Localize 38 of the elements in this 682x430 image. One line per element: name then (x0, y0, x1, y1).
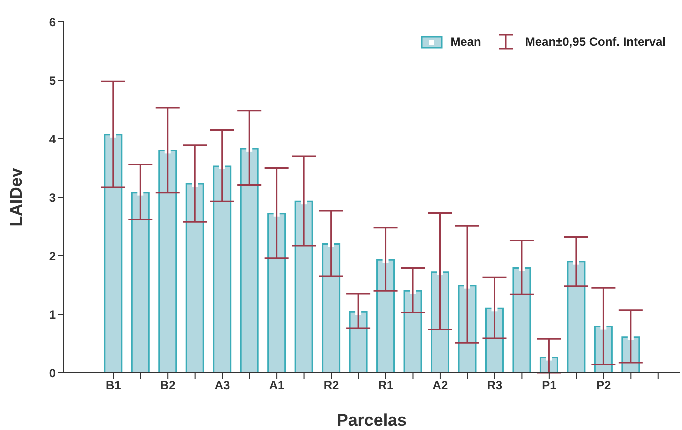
x-tick-label: A1 (269, 378, 286, 393)
x-tick-label: R1 (378, 378, 394, 393)
bar (349, 311, 368, 373)
x-axis-title: Parcelas (337, 411, 407, 430)
bar (131, 192, 150, 373)
x-tick-label: P2 (596, 378, 612, 393)
y-tick-label: 3 (49, 190, 56, 205)
bar (294, 200, 314, 373)
bar (268, 213, 286, 373)
x-tick-label: R3 (487, 378, 503, 393)
annotation: Mean±0,95 Conf. Interval (525, 35, 666, 49)
x-tick-label: B2 (160, 378, 176, 393)
y-axis-title: LAIDev (7, 168, 26, 227)
x-tick-label: A3 (214, 378, 231, 393)
y-tick-label: 1 (49, 308, 56, 322)
legend-label: Mean (450, 35, 482, 49)
bar (376, 259, 396, 373)
bar (567, 261, 586, 373)
y-tick-label: 0 (49, 366, 56, 380)
bar (186, 183, 204, 373)
bar (322, 244, 341, 373)
bar (240, 148, 259, 373)
bar (404, 290, 422, 373)
bar (458, 285, 477, 373)
y-tick-label: 6 (49, 15, 56, 30)
y-tick-label: 2 (49, 249, 56, 264)
y-tick-label: 4 (49, 132, 56, 146)
y-tick-label: 5 (49, 74, 56, 88)
bar (485, 308, 504, 373)
x-tick-label: B1 (106, 378, 122, 393)
bar (158, 150, 178, 373)
bar (512, 268, 532, 373)
x-tick-label: P1 (542, 378, 558, 393)
bar (213, 166, 232, 373)
bar (104, 134, 123, 373)
x-tick-label: A2 (432, 378, 448, 393)
bar (431, 272, 450, 373)
x-tick-label: R2 (324, 378, 340, 393)
